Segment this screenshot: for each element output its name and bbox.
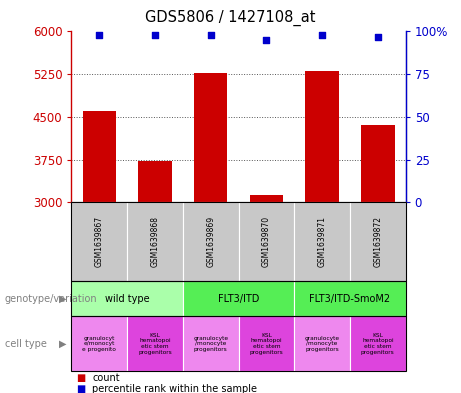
Bar (305, 71, 339, 202)
Text: FLT3/ITD-SmoM2: FLT3/ITD-SmoM2 (309, 294, 390, 304)
Text: genotype/variation: genotype/variation (5, 294, 97, 304)
Text: count: count (92, 373, 120, 383)
Bar (361, 125, 395, 202)
Text: ▶: ▶ (59, 294, 66, 304)
Bar (250, 195, 283, 202)
Point (95, 32, 103, 38)
Bar (194, 73, 227, 202)
Text: KSL
hematopoi
etic stem
progenitors: KSL hematopoi etic stem progenitors (138, 333, 172, 355)
Text: GSM1639868: GSM1639868 (150, 216, 160, 267)
Text: KSL
hematopoi
etic stem
progenitors: KSL hematopoi etic stem progenitors (361, 333, 395, 355)
Text: KSL
hematopoi
etic stem
progenitors: KSL hematopoi etic stem progenitors (249, 333, 284, 355)
Point (263, 37, 270, 43)
Text: GDS5806 / 1427108_at: GDS5806 / 1427108_at (145, 10, 316, 26)
Text: FLT3/ITD: FLT3/ITD (218, 294, 259, 304)
Point (319, 32, 326, 38)
Text: ▶: ▶ (59, 339, 66, 349)
Bar (83, 111, 116, 202)
Text: GSM1639867: GSM1639867 (95, 216, 104, 267)
Text: GSM1639869: GSM1639869 (206, 216, 215, 267)
Text: GSM1639871: GSM1639871 (318, 216, 327, 267)
Point (374, 33, 382, 40)
Text: cell type: cell type (5, 339, 47, 349)
Text: ■: ■ (76, 384, 85, 393)
Point (151, 32, 159, 38)
Text: wild type: wild type (105, 294, 149, 304)
Text: granulocyte
/monocyte
progenitors: granulocyte /monocyte progenitors (193, 336, 228, 352)
Point (207, 32, 214, 38)
Text: granulocyt
e/monocyt
e progenito: granulocyt e/monocyt e progenito (83, 336, 116, 352)
Text: GSM1639872: GSM1639872 (373, 216, 382, 267)
Bar (138, 162, 171, 202)
Text: percentile rank within the sample: percentile rank within the sample (92, 384, 257, 393)
Text: GSM1639870: GSM1639870 (262, 216, 271, 267)
Text: granulocyte
/monocyte
progenitors: granulocyte /monocyte progenitors (305, 336, 340, 352)
Text: ■: ■ (76, 373, 85, 383)
